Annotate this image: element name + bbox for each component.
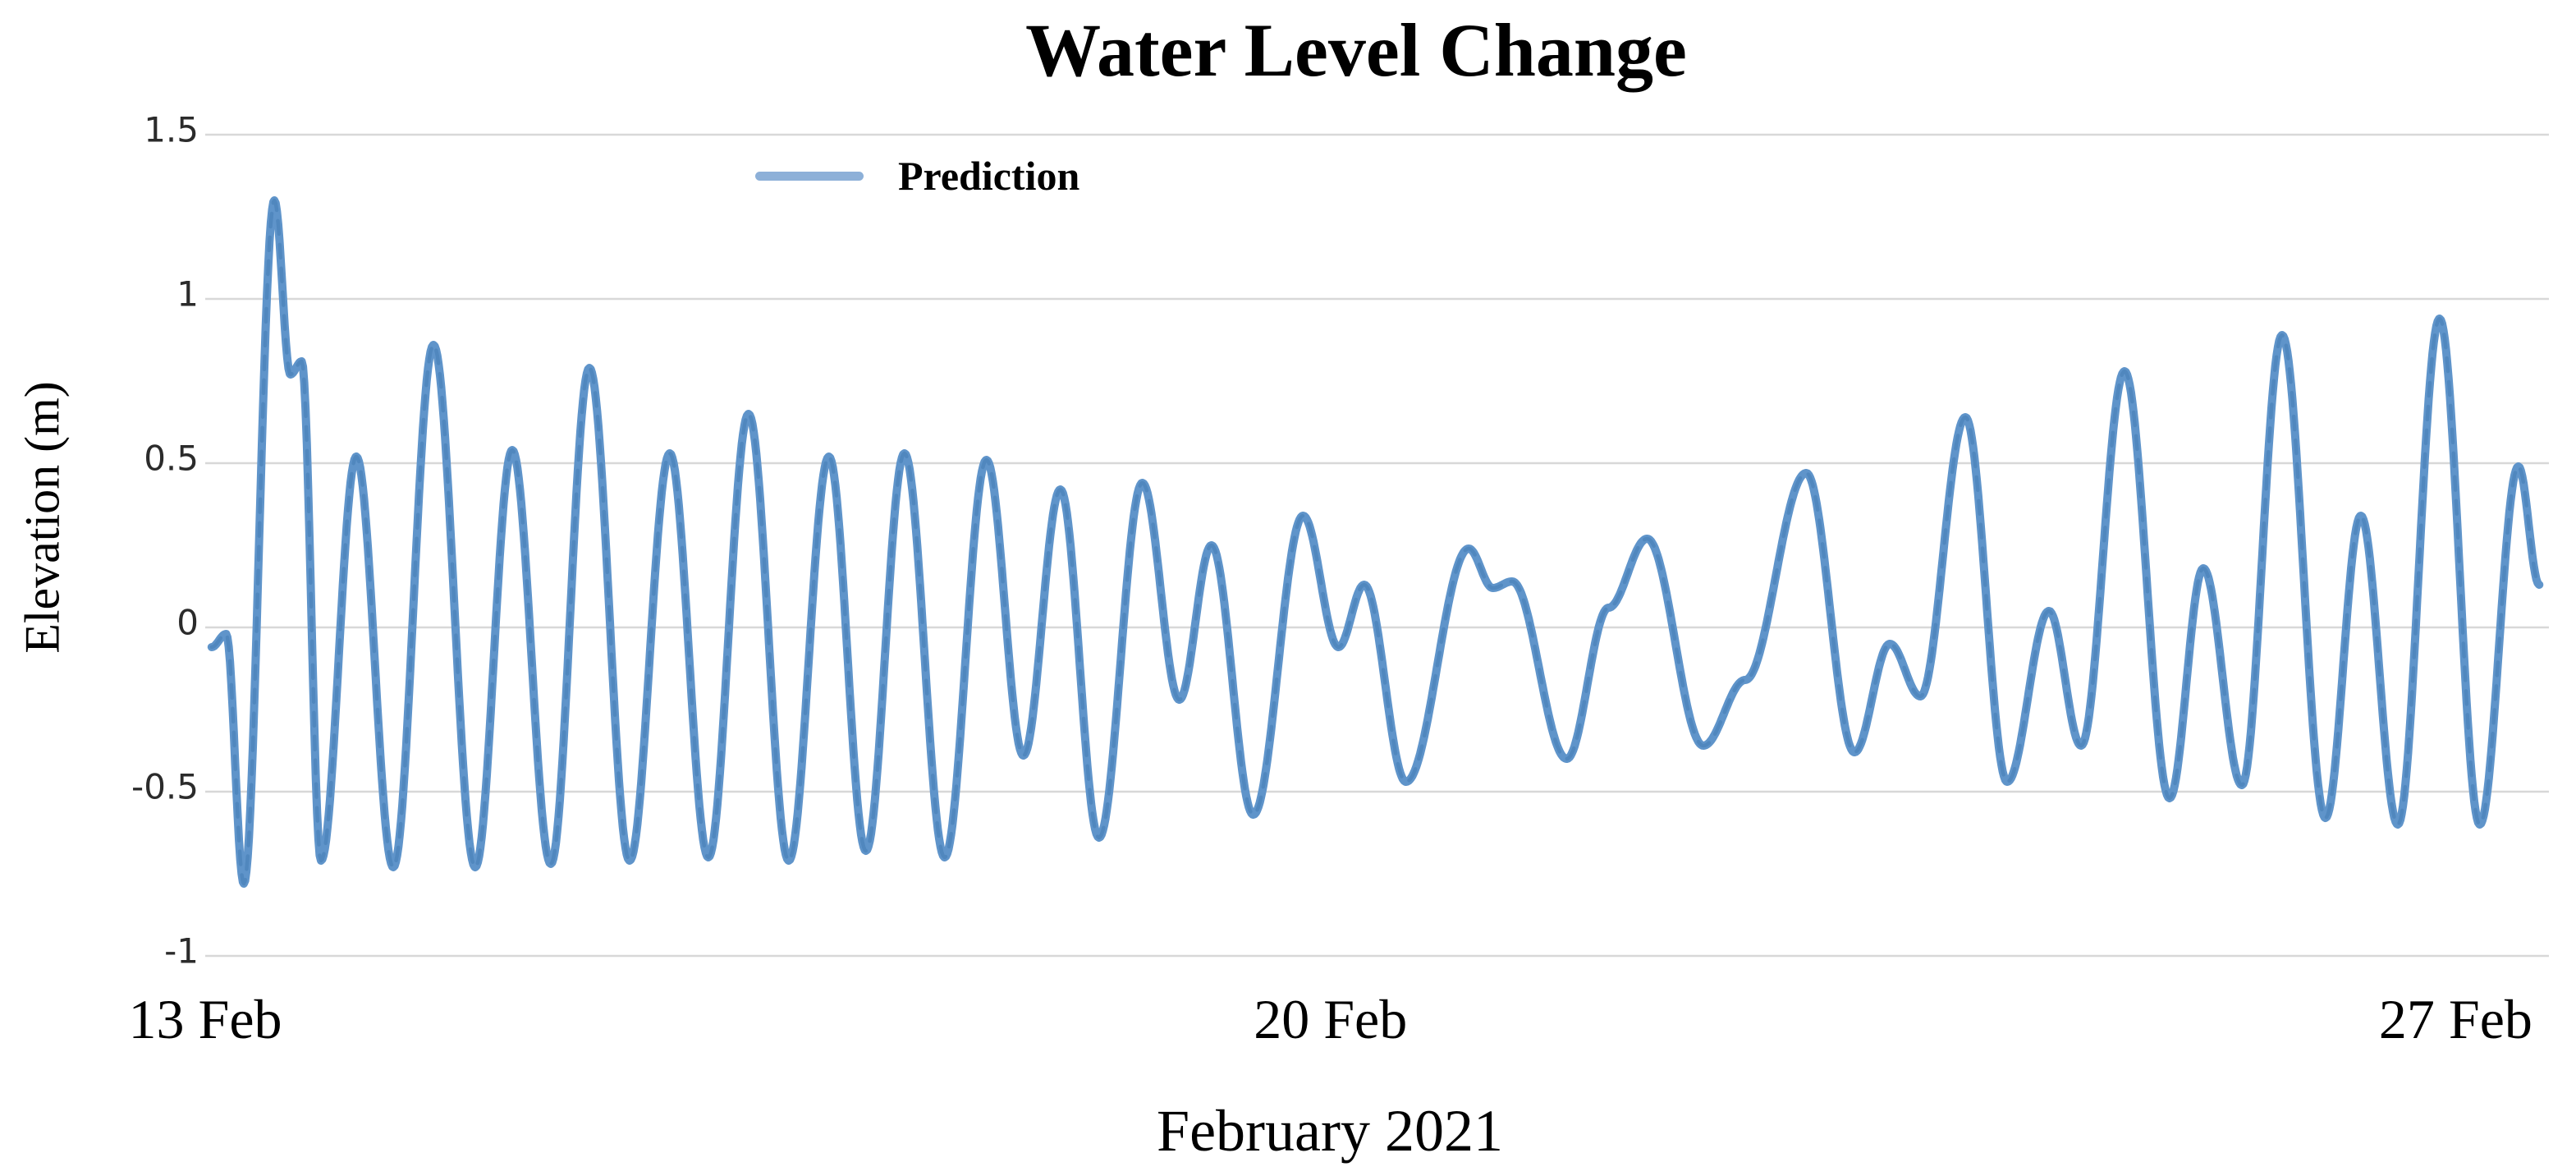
legend: Prediction [755, 148, 1079, 204]
y-tick-label: 1 [176, 273, 199, 315]
y-tick-label: 1.5 [144, 109, 199, 150]
x-tick-label: 27 Feb [2378, 988, 2532, 1050]
y-tick-label: -1 [164, 930, 199, 972]
prediction-line-series [209, 198, 2542, 886]
x-tick-label: 13 Feb [128, 988, 282, 1050]
legend-label: Prediction [898, 153, 1080, 199]
prediction-line-series [207, 196, 2544, 888]
chart-title: Water Level Change [1025, 8, 1687, 92]
legend-line-swatch [755, 171, 864, 181]
x-tick-label: 20 Feb [1254, 988, 1408, 1050]
y-tick-label: 0 [176, 602, 199, 643]
y-tick-label: -0.5 [131, 766, 199, 807]
y-tick-label: 0.5 [144, 438, 199, 479]
x-axis-title: February 2021 [1157, 1098, 1503, 1164]
